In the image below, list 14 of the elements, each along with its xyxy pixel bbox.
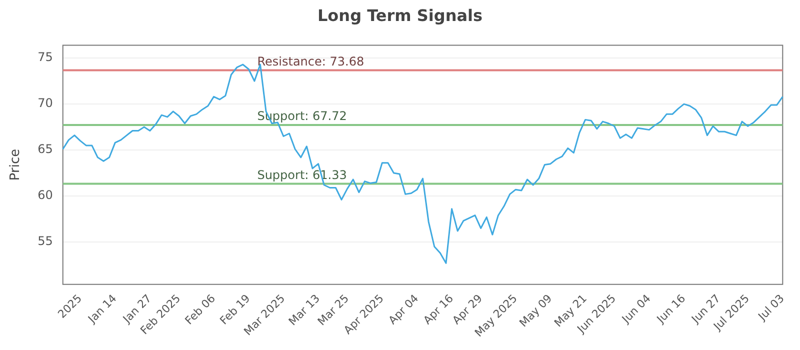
ref-line-label: Resistance: 73.68 xyxy=(257,54,364,68)
chart-title: Long Term Signals xyxy=(316,6,484,25)
y-tick-label: 75 xyxy=(38,50,53,64)
y-tick-label: 65 xyxy=(38,142,53,156)
y-axis-title: Price xyxy=(8,148,24,181)
x-tick-label: Jun 16 xyxy=(654,292,688,326)
x-tick-label: Jan 14 xyxy=(84,292,120,326)
x-tick-label: Feb 06 xyxy=(182,292,218,328)
x-tick-label: Jul 03 xyxy=(755,292,787,324)
x-tick-label: Jun 04 xyxy=(618,292,654,326)
y-tick-label: 60 xyxy=(38,188,53,202)
y-tick-label: 55 xyxy=(38,234,53,248)
x-tick-label: Apr 04 xyxy=(386,292,422,327)
y-tick-label: 70 xyxy=(38,96,53,110)
